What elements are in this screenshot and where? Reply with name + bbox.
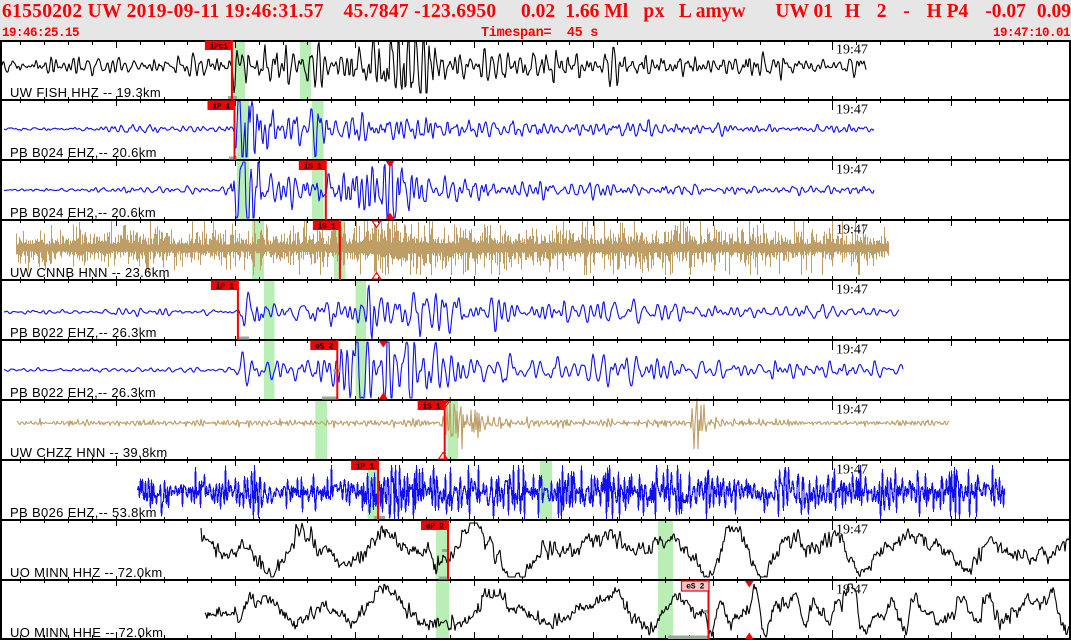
svg-text:eS 2: eS 2 bbox=[686, 583, 704, 592]
svg-text:PB B026 EHZ,-- 53.8km: PB B026 EHZ,-- 53.8km bbox=[10, 505, 157, 520]
svg-text:19:47: 19:47 bbox=[836, 223, 868, 238]
svg-text:iP 1: iP 1 bbox=[356, 463, 374, 472]
svg-text:iPc1: iPc1 bbox=[210, 43, 228, 52]
svg-text:PB B024 EHZ,-- 20.6km: PB B024 EHZ,-- 20.6km bbox=[10, 145, 157, 160]
svg-text:UW FISH HHZ -- 19.3km: UW FISH HHZ -- 19.3km bbox=[10, 85, 161, 100]
svg-text:PB B024 EH2,-- 20.6km: PB B024 EH2,-- 20.6km bbox=[10, 205, 156, 220]
svg-text:eP 2: eP 2 bbox=[426, 523, 444, 532]
svg-text:UO MINN HHZ -- 72.0km: UO MINN HHZ -- 72.0km bbox=[10, 565, 163, 580]
svg-text:iP 1: iP 1 bbox=[212, 103, 230, 112]
svg-text:19:47: 19:47 bbox=[836, 163, 868, 178]
svg-text:iS 1: iS 1 bbox=[422, 403, 440, 412]
svg-text:PB B022 EH2,-- 26.3km: PB B022 EH2,-- 26.3km bbox=[10, 385, 156, 400]
svg-text:19:47: 19:47 bbox=[836, 523, 868, 538]
svg-text:19:47: 19:47 bbox=[836, 583, 868, 598]
svg-text:19:47: 19:47 bbox=[836, 343, 868, 358]
svg-text:UO MINN HHE -- 72.0km: UO MINN HHE -- 72.0km bbox=[10, 625, 163, 640]
svg-text:iS 1: iS 1 bbox=[304, 163, 322, 172]
svg-text:19:47: 19:47 bbox=[836, 43, 868, 58]
svg-text:iP 1: iP 1 bbox=[216, 283, 234, 292]
svg-text:19:47: 19:47 bbox=[836, 403, 868, 418]
svg-text:19:47: 19:47 bbox=[836, 463, 868, 478]
svg-text:19:47: 19:47 bbox=[836, 283, 868, 298]
svg-text:iS 1: iS 1 bbox=[318, 223, 336, 232]
svg-text:PB B022 EHZ,-- 26.3km: PB B022 EHZ,-- 26.3km bbox=[10, 325, 157, 340]
svg-text:eS 2: eS 2 bbox=[315, 343, 333, 352]
svg-text:UW CHZZ HNN -- 39.8km: UW CHZZ HNN -- 39.8km bbox=[10, 445, 168, 460]
svg-text:19:47: 19:47 bbox=[836, 103, 868, 118]
svg-text:UW CNNB HNN -- 23.6km: UW CNNB HNN -- 23.6km bbox=[10, 265, 170, 280]
